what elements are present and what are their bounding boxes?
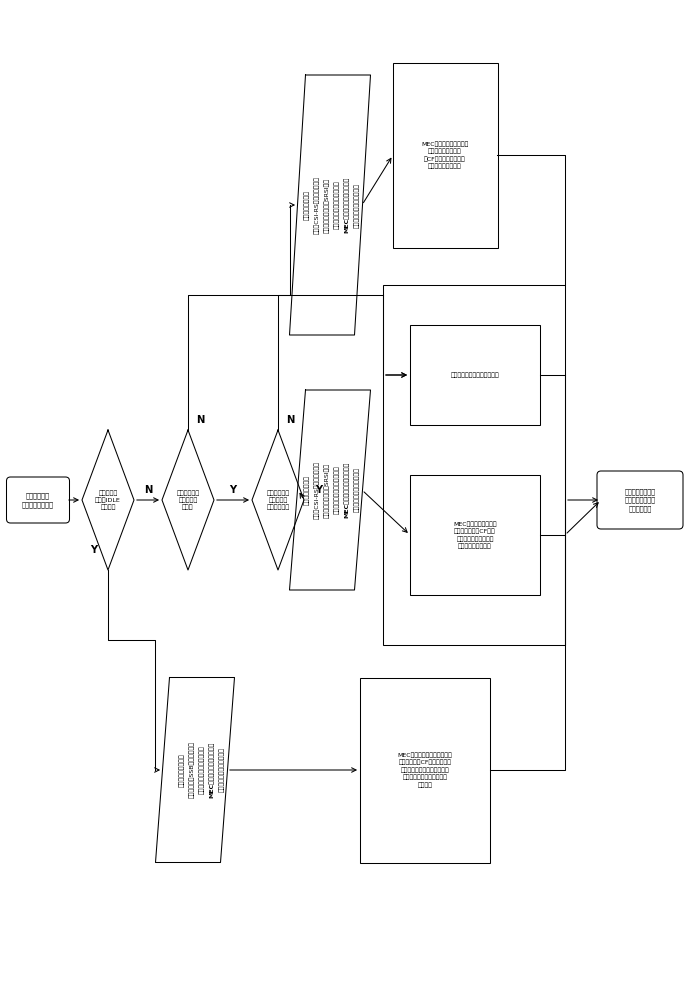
Text: 息、当前位置信息、相关信道: 息、当前位置信息、相关信道 [334,466,339,514]
Polygon shape [82,430,134,570]
Text: 当前波束信号
强度最否达
到阈值: 当前波束信号 强度最否达 到阈值 [176,490,199,510]
Polygon shape [252,430,304,570]
Text: 完成一次单位时间
波束方案匹配并传
输给终端设备: 完成一次单位时间 波束方案匹配并传 输给终端设备 [624,488,655,512]
Text: 继续沿用当前执行的波束方案: 继续沿用当前执行的波束方案 [450,372,500,378]
Text: 测量信息例如SSB、有助于路径: 测量信息例如SSB、有助于路径 [189,742,194,798]
Text: 测量信息例如上行的SRSI以及: 测量信息例如上行的SRSI以及 [324,177,329,233]
Text: MEC毫米波基站根据终端设备
上传的信息用CF推荐算法基于
历史波束方案库匹配推荐出该
设备覆盖小区最佳动态运作
波束方案: MEC毫米波基站根据终端设备 上传的信息用CF推荐算法基于 历史波束方案库匹配推… [398,752,453,788]
Text: 终端设备将以下信息传输至: 终端设备将以下信息传输至 [354,182,359,228]
Text: N: N [144,485,152,495]
Text: 终端设备将以下信息传输至: 终端设备将以下信息传输至 [354,468,359,512]
Polygon shape [289,390,370,590]
Polygon shape [162,430,214,570]
Text: 息、当前位置信息、相关信道: 息、当前位置信息、相关信道 [334,181,339,229]
Text: MEC毫米波基站：自身设备信: MEC毫米波基站：自身设备信 [344,177,349,233]
Text: 测的相关交互信息: 测的相关交互信息 [304,190,309,220]
Bar [360,678,490,862]
Polygon shape [156,678,235,862]
Text: MEC毫米波基站：自身设备信: MEC毫米波基站：自身设备信 [344,462,349,518]
Text: 终端设备将以下信息传输至: 终端设备将以下信息传输至 [219,748,224,792]
Text: Y: Y [91,545,98,555]
Bar [383,285,565,645]
Text: MEC毫米波基站：自身设备信: MEC毫米波基站：自身设备信 [209,742,215,798]
Text: 运动轨迹是否
与预测路径
存在显著差异: 运动轨迹是否 与预测路径 存在显著差异 [266,490,290,510]
Text: Y: Y [230,485,237,495]
Text: 测量信息例如上行的SRSI以及: 测量信息例如上行的SRSI以及 [324,462,329,518]
FancyBboxPatch shape [597,471,683,529]
Text: MEC毫米波基站根据终端
设备上传的当前信息
用CF推荐算法最新匹配
此时最佳的波束方案: MEC毫米波基站根据终端 设备上传的当前信息 用CF推荐算法最新匹配 此时最佳的… [421,141,468,169]
FancyBboxPatch shape [6,477,69,523]
Polygon shape [289,75,370,335]
Text: 预测的相关交互信息: 预测的相关交互信息 [179,753,184,787]
Text: Y: Y [316,485,322,495]
Bar [392,62,498,247]
Text: MEC毫米波基站先预测
最新的路径并用CF推荐
算法更新匹配此时最佳
的波束动态运作方案: MEC毫米波基站先预测 最新的路径并用CF推荐 算法更新匹配此时最佳 的波束动态… [453,521,497,549]
Text: 下行的CSI-RS、有助于路径预: 下行的CSI-RS、有助于路径预 [313,461,319,519]
Text: 当前设备是
否处于IDLE
空闲状态: 当前设备是 否处于IDLE 空闲状态 [95,490,121,510]
Text: N: N [286,415,294,425]
Text: N: N [196,415,204,425]
Text: 测的相关交互信息: 测的相关交互信息 [304,475,309,505]
Text: 开始一次单位
时间波束方案匹配: 开始一次单位 时间波束方案匹配 [22,492,54,508]
Bar [410,475,540,595]
Text: 息、当前位置信息、相关信道: 息、当前位置信息、相关信道 [199,746,204,794]
Bar [410,325,540,425]
Text: 下行的CSI-RS、有助于路径预: 下行的CSI-RS、有助于路径预 [313,176,319,234]
